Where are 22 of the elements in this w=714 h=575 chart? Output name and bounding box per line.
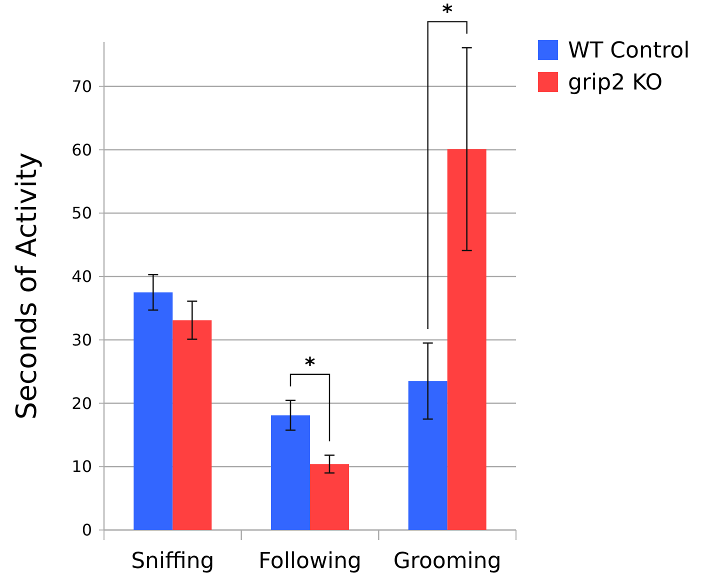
y-tick-label: 60 [72,140,92,160]
annotation: * [304,352,316,376]
legend-label: WT Control [568,38,690,64]
y-axis-title: Seconds of Activity [10,152,43,420]
y-tick-label: 30 [72,330,92,350]
y-tick-label: 50 [72,204,92,223]
x-tick-label: Sniffing [131,549,214,574]
x-tick-label: Following [258,549,362,574]
bar [172,320,212,530]
bar [271,415,310,530]
bar [408,381,448,530]
y-tick-label: 20 [72,394,92,413]
bar [134,292,173,530]
legend-label: grip2 KO [568,70,663,96]
y-tick-label: 10 [72,457,92,476]
y-tick-label: 40 [72,267,92,286]
bar [310,464,349,530]
text: * [442,0,454,24]
y-tick-label: 0 [82,520,92,540]
bar [447,149,486,530]
y-tick-label: 70 [72,76,92,96]
x-tick-label: Grooming [393,549,502,574]
